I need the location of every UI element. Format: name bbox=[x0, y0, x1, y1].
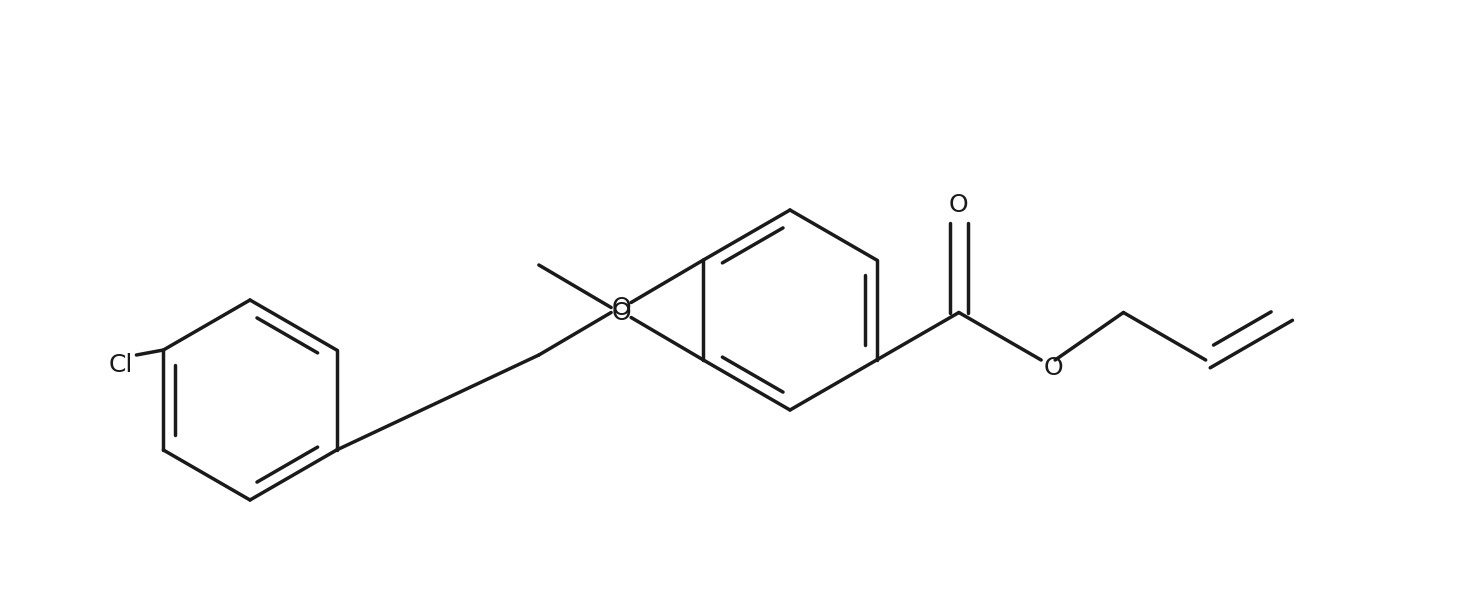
Text: O: O bbox=[1044, 356, 1063, 380]
Text: O: O bbox=[612, 300, 631, 325]
Text: O: O bbox=[612, 295, 631, 319]
Text: Cl: Cl bbox=[108, 353, 133, 377]
Text: O: O bbox=[949, 193, 968, 217]
